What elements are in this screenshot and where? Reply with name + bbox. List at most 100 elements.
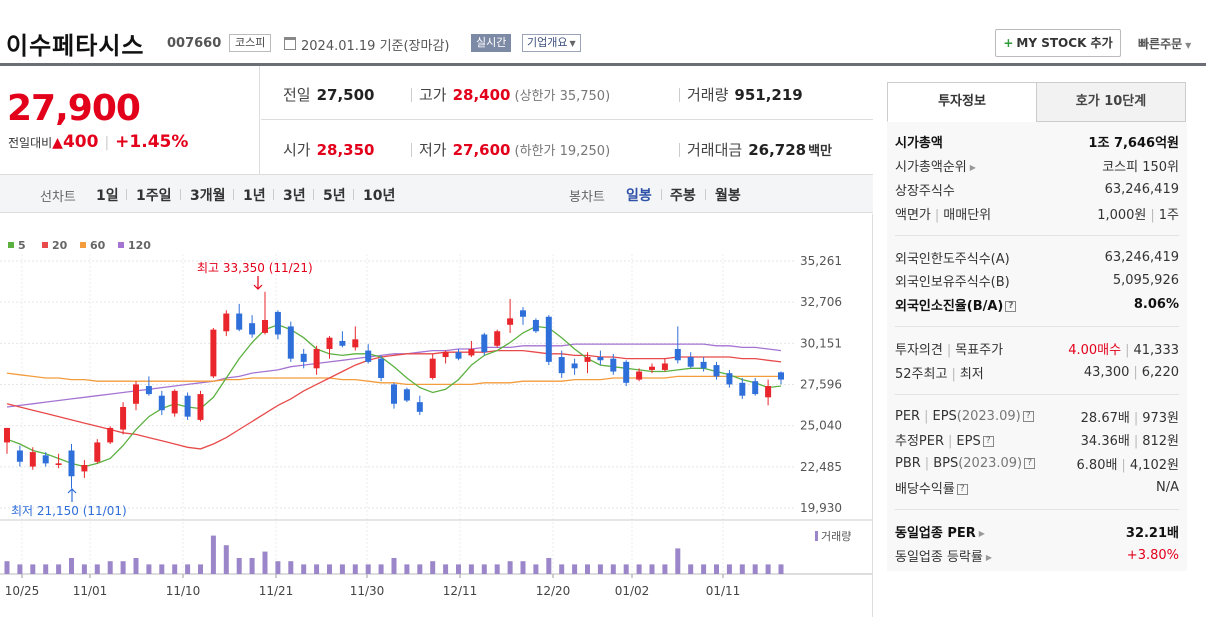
candle-body	[171, 390, 178, 414]
volume-legend-label: 거래량	[821, 530, 851, 543]
volume-bar	[430, 561, 436, 574]
candle-body	[300, 353, 307, 362]
low-value: 27,600	[452, 141, 511, 159]
prev-close: 전일 27,500	[283, 84, 375, 105]
period-1y[interactable]: 1년	[243, 188, 266, 204]
per-value: 28.67배	[1080, 410, 1130, 426]
spacer	[895, 235, 1179, 245]
period-3y[interactable]: 3년	[283, 188, 306, 204]
sector-change-link[interactable]: 동일업종 등락률 ▶	[895, 543, 1054, 567]
volume-bar	[94, 564, 100, 574]
volume-bar	[533, 564, 539, 574]
help-icon[interactable]: ?	[1024, 458, 1036, 470]
volume-bar	[546, 558, 552, 574]
low-label: 저가	[419, 141, 447, 159]
period-3m[interactable]: 3개월	[190, 188, 226, 204]
legend-label-120: 120	[128, 239, 151, 252]
candle-body	[739, 382, 746, 396]
candle-body	[120, 406, 127, 430]
sector-per-link[interactable]: 동일업종 PER ▶	[895, 519, 1054, 543]
row-market-cap-rank: 시가총액순위 ▶ 코스피 150위	[895, 154, 1179, 178]
help-icon[interactable]: ?	[956, 483, 968, 495]
candle-body	[365, 350, 372, 362]
volume-bar	[378, 564, 384, 574]
volume-value: 951,219	[734, 86, 803, 104]
label: 배당수익률?	[895, 476, 1054, 500]
candle-daily[interactable]: 일봉	[626, 188, 652, 204]
candle-body	[107, 427, 114, 443]
prev-close-label: 전일	[283, 86, 311, 104]
quote-row-1: 전일 27,500 고가 28,400 (상한가 35,750) 거래량 951,219	[261, 66, 873, 120]
realtime-button[interactable]: 실시간	[471, 34, 512, 52]
est-per-value: 34.36배	[1080, 434, 1130, 450]
candle-body	[442, 352, 449, 358]
candle-body	[403, 389, 410, 401]
row-sector-per: 동일업종 PER ▶ 32.21배	[895, 519, 1179, 543]
market-cap-rank-link[interactable]: 시가총액순위 ▶	[895, 154, 1054, 178]
base-date: 2024.01.19 기준(장마감)	[301, 39, 450, 54]
period-5y[interactable]: 5년	[323, 188, 346, 204]
market-badge: 코스피	[229, 34, 272, 52]
period-1d[interactable]: 1일	[96, 188, 119, 204]
candle-body	[313, 348, 320, 369]
candle-body	[687, 357, 694, 367]
divider: |	[951, 366, 956, 382]
volume-bar	[146, 564, 152, 574]
help-icon[interactable]: ?	[982, 436, 994, 448]
candle-monthly[interactable]: 월봉	[715, 188, 741, 204]
row-pbr: PBR | BPS(2023.09)? 6.80배 | 4,102원	[895, 452, 1179, 476]
current-price: 27,900	[7, 88, 141, 129]
value: 1,000원 | 1주	[1054, 201, 1179, 225]
info-tabs: 투자정보 호가 10단계	[887, 82, 1187, 122]
label: 액면가 | 매매단위	[895, 201, 1054, 225]
x-tick-label: 11/01	[73, 584, 108, 598]
tab-investment-info[interactable]: 투자정보	[887, 82, 1037, 122]
company-info-button[interactable]: 기업개요 ▼	[522, 34, 581, 52]
help-icon[interactable]: ?	[1005, 301, 1017, 313]
candle-body	[610, 358, 617, 372]
w52-low-label: 최저	[959, 366, 984, 382]
value: 8.06%	[1133, 297, 1179, 313]
value: 63,246,419	[1104, 249, 1179, 265]
chevron-right-icon: ▶	[969, 163, 976, 173]
candle-body	[661, 363, 668, 370]
legend-label-20: 20	[52, 239, 68, 252]
quick-order-button[interactable]: 빠른주문 ▼	[1138, 35, 1191, 52]
tab-order-book[interactable]: 호가 10단계	[1036, 82, 1186, 122]
legend-label-60: 60	[90, 239, 106, 252]
stock-code: 007660	[167, 36, 222, 51]
help-icon[interactable]: ?	[1022, 410, 1034, 422]
volume-bar	[81, 564, 87, 574]
line-chart-label: 선차트	[40, 190, 76, 205]
row-foreign-holdings: 외국인보유주식수(B) 5,095,926	[895, 269, 1179, 293]
y-tick-label: 27,596	[800, 378, 842, 392]
candle-body	[674, 348, 681, 361]
opinion-label: 투자의견	[895, 342, 943, 358]
candle-body	[55, 463, 62, 465]
divider: |	[924, 456, 930, 472]
high-price: 고가 28,400 (상한가 35,750)	[419, 84, 610, 105]
divider	[313, 189, 314, 200]
candle-weekly[interactable]: 주봉	[670, 188, 696, 204]
bps-value: 4,102원	[1129, 458, 1179, 474]
candle-body	[455, 352, 462, 359]
candle-body	[16, 450, 23, 462]
divider: |	[1133, 410, 1139, 426]
volume-bar	[688, 564, 694, 574]
add-my-stock-button[interactable]: + MY STOCK 추가	[995, 29, 1121, 57]
candle-body	[700, 361, 707, 369]
period-1w[interactable]: 1주일	[136, 188, 172, 204]
stock-name: 이수페타시스	[6, 32, 145, 60]
volume-bar	[481, 564, 487, 574]
volume-bar	[210, 535, 216, 574]
period-10y[interactable]: 10년	[363, 188, 396, 204]
chart-toolbar: 선차트 1일 1주일 3개월 1년 3년 5년 10년 봉차트 일봉 주봉 월봉	[0, 175, 873, 213]
candle-body	[649, 366, 655, 370]
open-label: 시가	[283, 141, 311, 159]
x-tick-label: 01/11	[706, 584, 741, 598]
candle-body	[468, 348, 475, 356]
divider	[126, 189, 127, 200]
row-listed-shares: 상장주식수 63,246,419	[895, 178, 1179, 202]
value: 34.36배 | 812원	[1054, 428, 1179, 452]
chevron-right-icon: ▶	[978, 528, 985, 538]
